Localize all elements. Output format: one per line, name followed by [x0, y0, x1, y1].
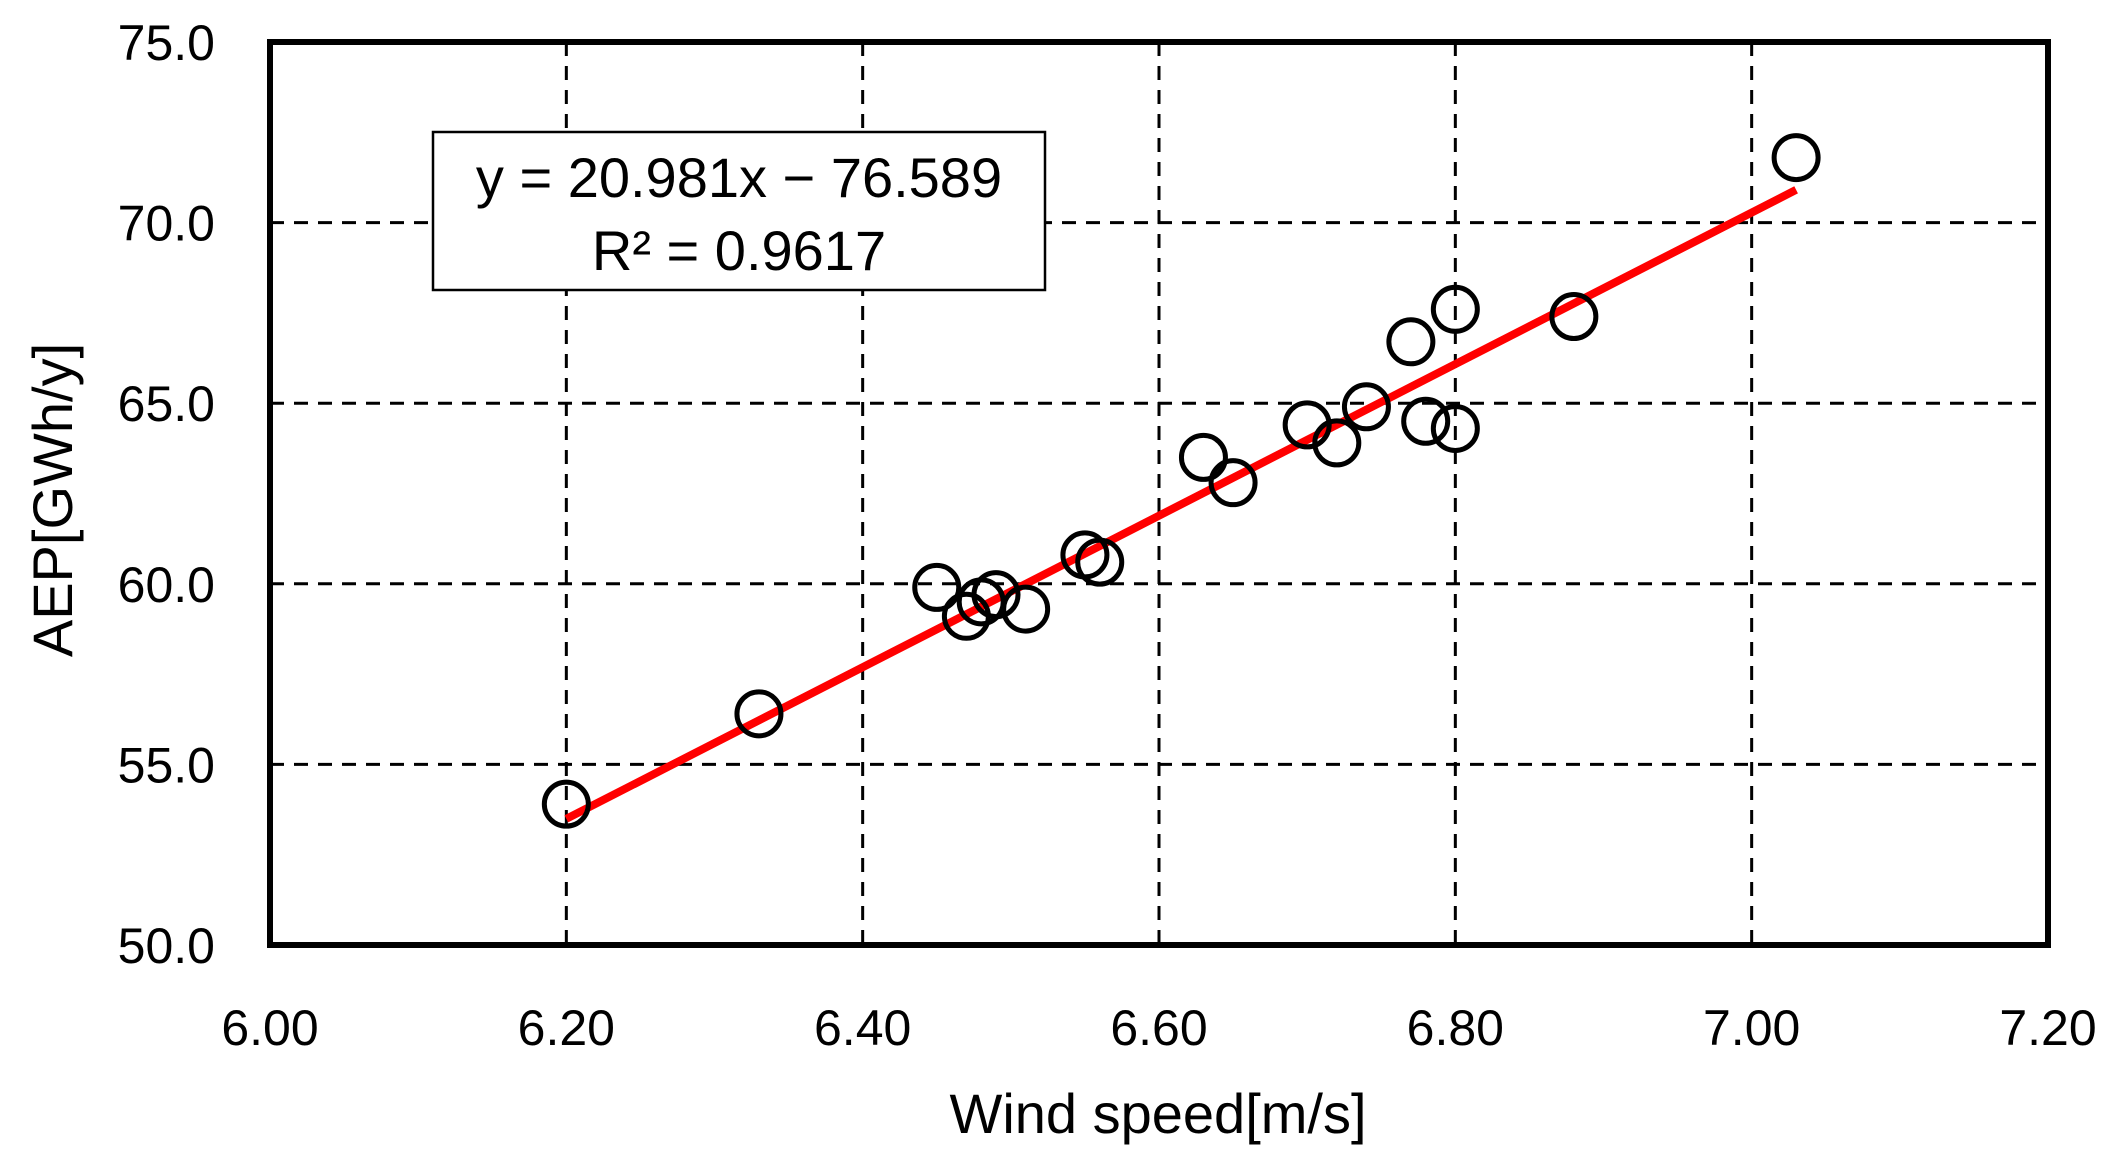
- equation-box: y = 20.981x − 76.589 R² = 0.9617: [431, 130, 1047, 292]
- x-tick-label: 6.20: [518, 1000, 615, 1056]
- x-tick-label: 6.40: [814, 1000, 911, 1056]
- plot-frame: [267, 39, 2051, 948]
- data-point: [541, 779, 591, 829]
- x-tick-label: 6.80: [1407, 1000, 1504, 1056]
- y-tick-labels: 50.0 55.0 60.0 65.0 70.0 75.0: [118, 15, 215, 974]
- data-point: [1430, 403, 1480, 453]
- y-axis-title: AEP[GWh/y]: [21, 343, 84, 657]
- trendline: [564, 186, 1798, 823]
- y-tick-label: 75.0: [118, 15, 215, 71]
- data-point: [1549, 292, 1599, 342]
- data-point: [1341, 382, 1391, 432]
- y-tick-label: 60.0: [118, 557, 215, 613]
- x-axis-title: Wind speed[m/s]: [949, 1082, 1366, 1145]
- data-point: [1178, 432, 1228, 482]
- data-point: [1771, 133, 1821, 183]
- data-point: [1386, 317, 1436, 367]
- data-point: [1430, 284, 1480, 334]
- data-point: [1075, 537, 1125, 587]
- data-point: [1312, 418, 1362, 468]
- x-tick-label: 7.00: [1703, 1000, 1800, 1056]
- r-squared-label: R² = 0.9617: [592, 219, 886, 282]
- data-point: [1401, 396, 1451, 446]
- y-tick-label: 70.0: [118, 196, 215, 252]
- data-point: [1208, 458, 1258, 508]
- data-points: [541, 133, 1821, 829]
- data-point: [1001, 584, 1051, 634]
- y-tick-label: 50.0: [118, 918, 215, 974]
- x-tick-label: 6.60: [1110, 1000, 1207, 1056]
- x-tick-labels: 6.00 6.20 6.40 6.60 6.80 7.00 7.20: [221, 1000, 2096, 1056]
- data-point: [734, 689, 784, 739]
- data-point: [971, 570, 1021, 620]
- trendline-layer: [564, 186, 1798, 823]
- x-tick-label: 6.00: [221, 1000, 318, 1056]
- trendline-equation: y = 20.981x − 76.589: [476, 146, 1002, 209]
- x-tick-label: 7.20: [1999, 1000, 2096, 1056]
- y-tick-label: 55.0: [118, 737, 215, 793]
- y-tick-label: 65.0: [118, 376, 215, 432]
- data-point: [912, 562, 962, 612]
